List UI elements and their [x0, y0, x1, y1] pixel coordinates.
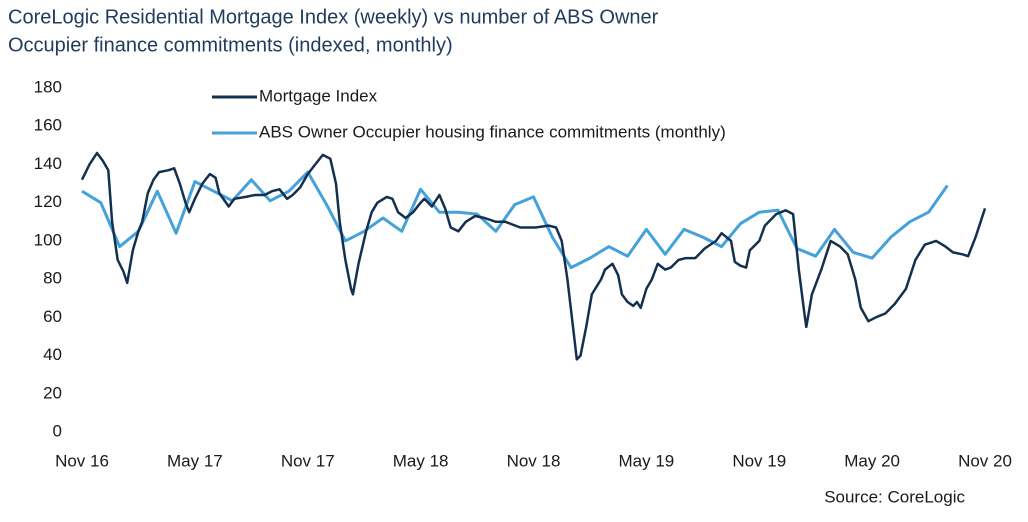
x-tick-label: Nov 19 — [732, 451, 786, 470]
y-tick-label: 40 — [43, 345, 62, 364]
y-tick-label: 0 — [53, 421, 62, 440]
y-tick-label: 120 — [34, 192, 62, 211]
chart-title: CoreLogic Residential Mortgage Index (we… — [8, 6, 659, 28]
line-series — [81, 170, 949, 270]
y-tick-label: 180 — [34, 77, 62, 96]
line-series — [80, 151, 987, 361]
x-tick-label: May 17 — [167, 451, 223, 470]
y-tick-label: 140 — [34, 154, 62, 173]
x-tick-label: Nov 17 — [281, 451, 335, 470]
y-tick-label: 60 — [43, 307, 62, 326]
x-tick-label: Nov 20 — [958, 451, 1012, 470]
x-tick-label: May 20 — [844, 451, 900, 470]
y-tick-label: 160 — [34, 116, 62, 135]
legend-label: ABS Owner Occupier housing finance commi… — [259, 122, 726, 141]
x-tick-label: Nov 18 — [507, 451, 561, 470]
y-tick-label: 20 — [43, 383, 62, 402]
y-tick-label: 100 — [34, 230, 62, 249]
x-tick-label: May 18 — [393, 451, 449, 470]
source: Source: CoreLogic — [824, 487, 965, 506]
x-tick-label: Nov 16 — [55, 451, 109, 470]
y-tick-label: 80 — [43, 269, 62, 288]
chart-title: Occupier finance commitments (indexed, m… — [8, 34, 453, 56]
legend-label: Mortgage Index — [259, 86, 378, 105]
x-tick-label: May 19 — [619, 451, 675, 470]
